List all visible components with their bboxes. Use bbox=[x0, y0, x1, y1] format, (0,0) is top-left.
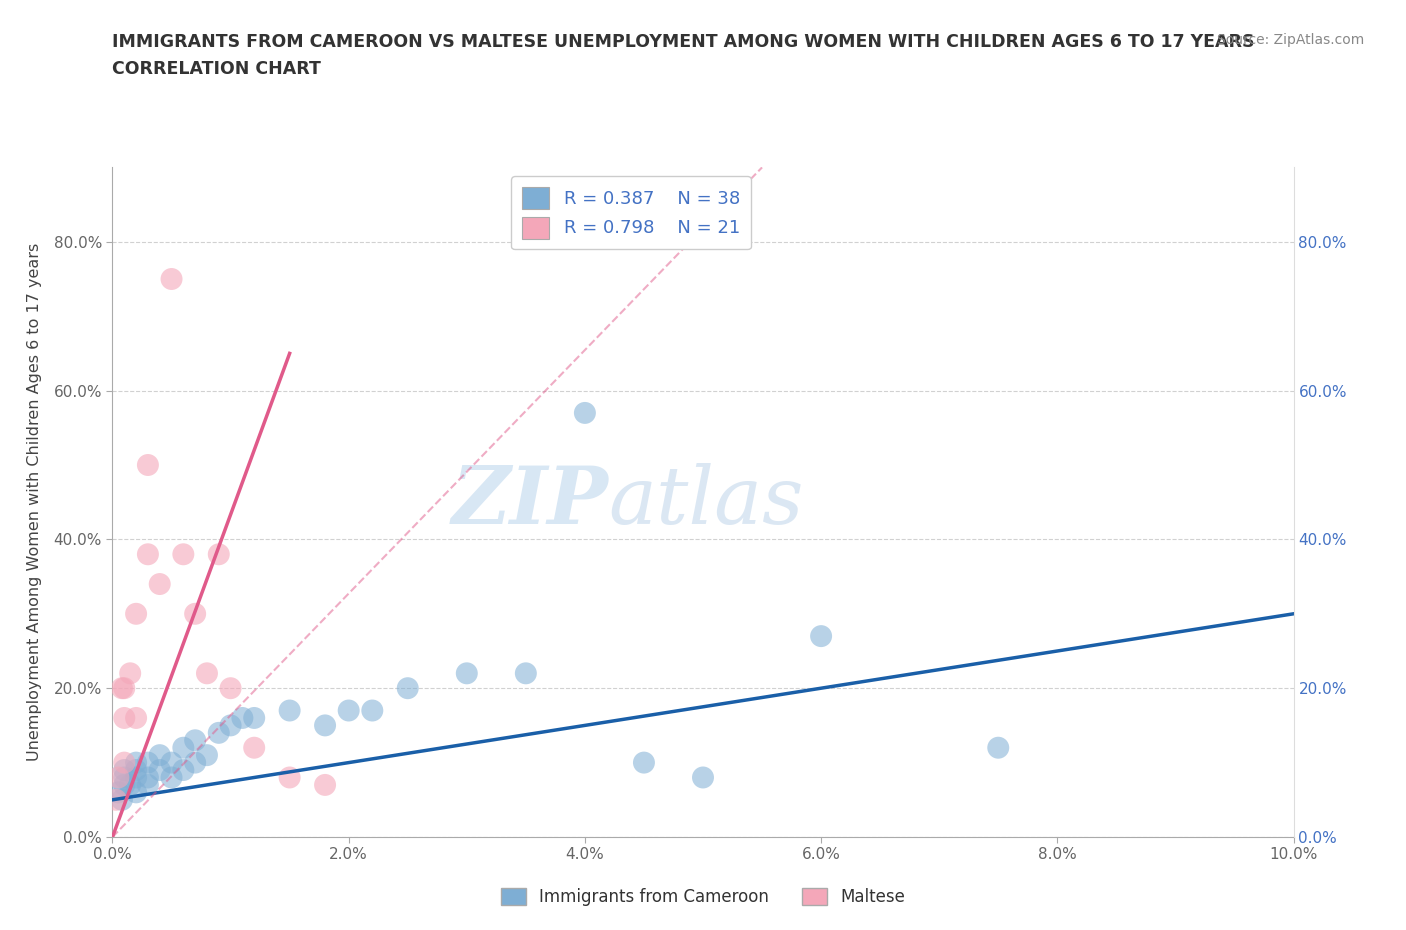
Point bbox=[111, 792, 134, 807]
Point bbox=[574, 405, 596, 420]
Point bbox=[172, 547, 194, 562]
Text: Source: ZipAtlas.com: Source: ZipAtlas.com bbox=[1216, 33, 1364, 46]
Point bbox=[136, 770, 159, 785]
Point bbox=[456, 666, 478, 681]
Text: IMMIGRANTS FROM CAMEROON VS MALTESE UNEMPLOYMENT AMONG WOMEN WITH CHILDREN AGES : IMMIGRANTS FROM CAMEROON VS MALTESE UNEM… bbox=[112, 33, 1256, 50]
Point bbox=[208, 725, 231, 740]
Y-axis label: Unemployment Among Women with Children Ages 6 to 17 years: Unemployment Among Women with Children A… bbox=[28, 243, 42, 762]
Point bbox=[195, 748, 218, 763]
Point bbox=[314, 718, 336, 733]
Point bbox=[136, 458, 159, 472]
Point bbox=[337, 703, 360, 718]
Point bbox=[184, 733, 207, 748]
Point bbox=[160, 272, 183, 286]
Point bbox=[987, 740, 1010, 755]
Point bbox=[810, 629, 832, 644]
Point bbox=[120, 666, 142, 681]
Point bbox=[136, 547, 159, 562]
Point bbox=[136, 777, 159, 792]
Legend: Immigrants from Cameroon, Maltese: Immigrants from Cameroon, Maltese bbox=[494, 881, 912, 912]
Point bbox=[125, 785, 148, 800]
Text: atlas: atlas bbox=[609, 463, 804, 541]
Point bbox=[149, 763, 172, 777]
Point bbox=[112, 755, 135, 770]
Point bbox=[314, 777, 336, 792]
Point bbox=[633, 755, 655, 770]
Point bbox=[149, 577, 172, 591]
Point bbox=[172, 763, 194, 777]
Point bbox=[184, 606, 207, 621]
Point bbox=[149, 748, 172, 763]
Legend: R = 0.387    N = 38, R = 0.798    N = 21: R = 0.387 N = 38, R = 0.798 N = 21 bbox=[512, 177, 751, 249]
Point bbox=[231, 711, 253, 725]
Point bbox=[111, 681, 134, 696]
Point bbox=[515, 666, 537, 681]
Point bbox=[396, 681, 419, 696]
Text: CORRELATION CHART: CORRELATION CHART bbox=[112, 60, 322, 78]
Point bbox=[195, 666, 218, 681]
Point bbox=[107, 770, 129, 785]
Point bbox=[692, 770, 714, 785]
Point bbox=[208, 547, 231, 562]
Point bbox=[125, 711, 148, 725]
Point bbox=[172, 740, 194, 755]
Point bbox=[160, 755, 183, 770]
Point bbox=[361, 703, 384, 718]
Point bbox=[125, 770, 148, 785]
Point bbox=[107, 785, 129, 800]
Point bbox=[112, 763, 135, 777]
Point bbox=[278, 703, 301, 718]
Point bbox=[125, 763, 148, 777]
Point bbox=[112, 711, 135, 725]
Point bbox=[243, 711, 266, 725]
Point bbox=[112, 681, 135, 696]
Point bbox=[120, 777, 142, 792]
Point bbox=[125, 606, 148, 621]
Point bbox=[219, 681, 242, 696]
Point bbox=[160, 770, 183, 785]
Point bbox=[278, 770, 301, 785]
Point bbox=[243, 740, 266, 755]
Point bbox=[125, 755, 148, 770]
Point bbox=[105, 792, 128, 807]
Point bbox=[112, 777, 135, 792]
Point bbox=[136, 755, 159, 770]
Point bbox=[112, 770, 135, 785]
Point bbox=[219, 718, 242, 733]
Text: ZIP: ZIP bbox=[451, 463, 609, 541]
Point bbox=[184, 755, 207, 770]
